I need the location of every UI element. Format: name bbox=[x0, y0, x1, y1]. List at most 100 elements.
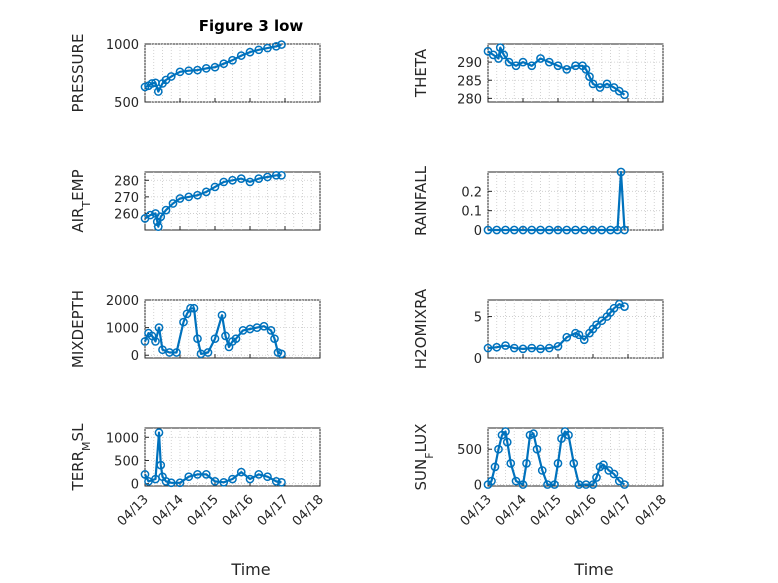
subplot-sun-flux-data-point bbox=[537, 466, 547, 475]
subplot-rainfall-data-point bbox=[616, 167, 626, 177]
x-tick-label: 04/13 bbox=[458, 492, 495, 529]
subplot-terrain-msl-data-point bbox=[254, 470, 264, 479]
subplot-air-temp-data-point bbox=[168, 199, 178, 208]
subplot-sun-flux-data-point bbox=[609, 469, 619, 479]
subplot-theta-data-point bbox=[499, 50, 509, 60]
y-tick-label: 0 bbox=[474, 224, 482, 239]
subplot-terrain-msl-data-point bbox=[277, 477, 286, 487]
subplot-air-temp-data-point bbox=[210, 182, 220, 192]
y-tick-label: 0 bbox=[474, 479, 482, 494]
subplot-air-temp-data-point bbox=[219, 177, 229, 187]
x-tick-label: 04/15 bbox=[185, 492, 222, 529]
subplot-pressure-data-point bbox=[245, 47, 255, 57]
subplot-h2omixra-data-point bbox=[483, 343, 493, 353]
subplot-rainfall-data-point bbox=[571, 225, 580, 235]
subplot-mixdepth-data-point bbox=[158, 345, 167, 355]
subplot-sun-flux-data-point bbox=[511, 476, 521, 486]
subplot-sun-flux-data-point bbox=[506, 459, 516, 468]
subplot-h2omixra-data-point bbox=[527, 343, 537, 353]
subplot-mixdepth-series-line bbox=[143, 307, 282, 355]
subplot-h2omixra-y-axis-label: H2OMIXRA bbox=[412, 288, 430, 369]
subplot-theta-data-point bbox=[527, 61, 537, 71]
x-tick-label: 04/14 bbox=[493, 492, 530, 529]
subplot-terrain-msl-data-point bbox=[236, 467, 246, 477]
subplot-h2omixra-data-point bbox=[579, 335, 589, 345]
y-tick-label: 285 bbox=[457, 74, 482, 89]
subplot-rainfall-data-point bbox=[483, 225, 493, 235]
subplot-theta-data-point bbox=[588, 79, 598, 89]
subplot-h2omixra-data-point bbox=[492, 342, 502, 352]
subplot-mixdepth-data-point bbox=[277, 349, 286, 359]
subplot-mixdepth-data-point bbox=[186, 303, 195, 313]
subplot-sun-flux-data-point bbox=[518, 480, 528, 489]
y-tick-label: 1000 bbox=[106, 431, 139, 446]
subplot-theta-data-point bbox=[595, 83, 605, 92]
subplot-h2omixra-data-point bbox=[592, 320, 601, 330]
subplot-pressure-data-point bbox=[210, 62, 220, 72]
subplot-pressure-data-point bbox=[166, 72, 176, 81]
figure-title: Figure 3 low bbox=[199, 17, 304, 35]
y-tick-label: 0 bbox=[474, 352, 482, 367]
subplot-h2omixra: 0 5 H2OMIXRA bbox=[412, 288, 664, 369]
x-axis-label-left: Time bbox=[230, 560, 270, 579]
subplot-terrain-msl-plot-area bbox=[144, 427, 321, 487]
subplot-mixdepth-data-point bbox=[231, 334, 241, 344]
y-tick-label: 500 bbox=[457, 443, 482, 458]
subplot-mixdepth-data-point bbox=[210, 334, 220, 344]
subplot-h2omixra-data-point bbox=[574, 330, 584, 340]
subplot-air-temp-data-point bbox=[193, 190, 202, 200]
subplot-pressure-data-point bbox=[175, 67, 185, 77]
subplot-rainfall-data-point bbox=[553, 225, 563, 235]
subplot-air-temp-data-point bbox=[201, 187, 211, 197]
subplot-air-temp-data-point bbox=[271, 170, 281, 180]
subplot-air-temp-data-point bbox=[153, 222, 163, 232]
subplot-sun-flux-data-point bbox=[532, 444, 542, 454]
subplot-terrain-msl-data-point bbox=[245, 474, 255, 484]
subplot-rainfall-data-point bbox=[501, 225, 510, 235]
subplot-air-temp-data-point bbox=[236, 174, 246, 183]
subplot-terrain-msl-data-point bbox=[193, 470, 202, 479]
subplot-terrain-msl-data-point bbox=[210, 477, 220, 486]
x-tick-label: 04/16 bbox=[220, 492, 257, 529]
subplot-air-temp-data-point bbox=[228, 175, 237, 185]
subplot-rainfall-data-point bbox=[579, 225, 589, 235]
subplot-sun-flux-y-axis-label: SUNFLUX bbox=[412, 424, 436, 491]
y-tick-label: 290 bbox=[457, 56, 482, 71]
y-tick-label: 280 bbox=[457, 92, 482, 107]
subplot-mixdepth-data-point bbox=[172, 348, 181, 357]
subplot-theta-data-point bbox=[562, 65, 572, 74]
subplot-h2omixra-data-point bbox=[501, 341, 510, 350]
subplot-theta-data-point bbox=[511, 61, 521, 71]
subplot-theta-data-point bbox=[620, 90, 629, 100]
subplot-h2omixra-data-point bbox=[609, 303, 619, 313]
subplot-h2omixra-data-point bbox=[518, 344, 528, 354]
subplot-theta-data-point bbox=[581, 65, 591, 74]
subplot-rainfall-data-point bbox=[620, 225, 629, 235]
y-tick-label: 5 bbox=[474, 311, 482, 326]
subplot-sun-flux-data-point bbox=[588, 480, 598, 489]
x-tick-label: 04/17 bbox=[255, 492, 292, 529]
subplot-h2omixra-data-point bbox=[553, 342, 563, 351]
subplot-rainfall-y-axis-label: RAINFALL bbox=[412, 165, 430, 236]
y-tick-label: 0 bbox=[131, 478, 139, 493]
subplot-theta-data-point bbox=[495, 43, 505, 52]
subplot-pressure-data-point bbox=[277, 40, 286, 49]
subplot-terrain-msl-data-point bbox=[161, 477, 171, 486]
y-tick-label: 500 bbox=[114, 96, 139, 111]
subplot-sun-flux-data-point bbox=[487, 476, 496, 486]
subplot-rainfall-data-point bbox=[588, 225, 598, 235]
subplot-terrain-msl-data-point bbox=[201, 470, 211, 479]
subplot-pressure-data-point bbox=[236, 51, 246, 60]
subplot-air-temp-data-point bbox=[263, 172, 272, 182]
subplot-pressure-data-point bbox=[184, 66, 194, 76]
subplot-terrain-msl-data-point bbox=[166, 478, 176, 488]
subplot-mixdepth-data-point bbox=[189, 303, 199, 313]
subplot-terrain-msl-data-point bbox=[140, 470, 150, 479]
subplot-rainfall: 0 0.1 0.2 RAINFALL bbox=[412, 165, 664, 239]
subplot-air-temp-data-point bbox=[184, 192, 194, 202]
x-tick-label: 04/15 bbox=[528, 492, 565, 529]
subplot-rainfall-data-point bbox=[536, 225, 545, 235]
